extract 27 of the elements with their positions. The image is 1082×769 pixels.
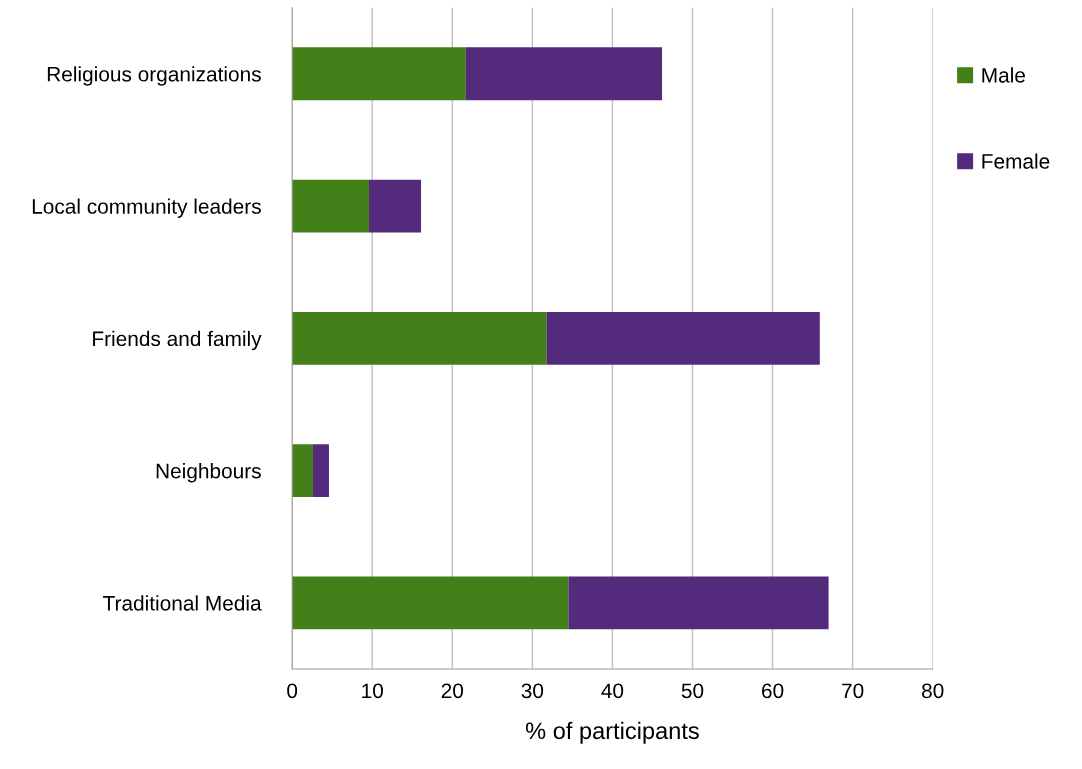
x-tick-label: 10 [362, 683, 383, 699]
bar [292, 311, 547, 365]
bar [546, 311, 820, 365]
bar [312, 444, 329, 498]
x-tick-label: 0 [287, 683, 298, 699]
bar [292, 179, 370, 233]
bar [369, 179, 422, 233]
y-tick-label: Neighbours [156, 463, 261, 483]
bar [292, 47, 466, 101]
x-tick-label: 60 [762, 683, 784, 699]
x-tick-label: 40 [601, 683, 624, 699]
legend-label: Male [982, 67, 1025, 83]
bar [292, 576, 569, 630]
y-tick-label: Friends and family [93, 330, 262, 351]
bar [465, 47, 663, 101]
x-tick-label: 30 [521, 683, 544, 699]
y-tick-label: Local community leaders [32, 198, 261, 218]
x-axis-title: % of participants [525, 721, 699, 744]
bar [568, 576, 829, 630]
legend-label: Female [982, 153, 1050, 169]
x-tick-label: 20 [441, 683, 464, 699]
y-tick-label: Religious organizations [47, 66, 261, 86]
bar [292, 444, 313, 498]
y-tick-label: Traditional Media [103, 595, 262, 611]
x-tick-label: 80 [922, 683, 944, 699]
x-tick-label: 70 [842, 683, 864, 699]
x-tick-label: 50 [681, 683, 704, 699]
